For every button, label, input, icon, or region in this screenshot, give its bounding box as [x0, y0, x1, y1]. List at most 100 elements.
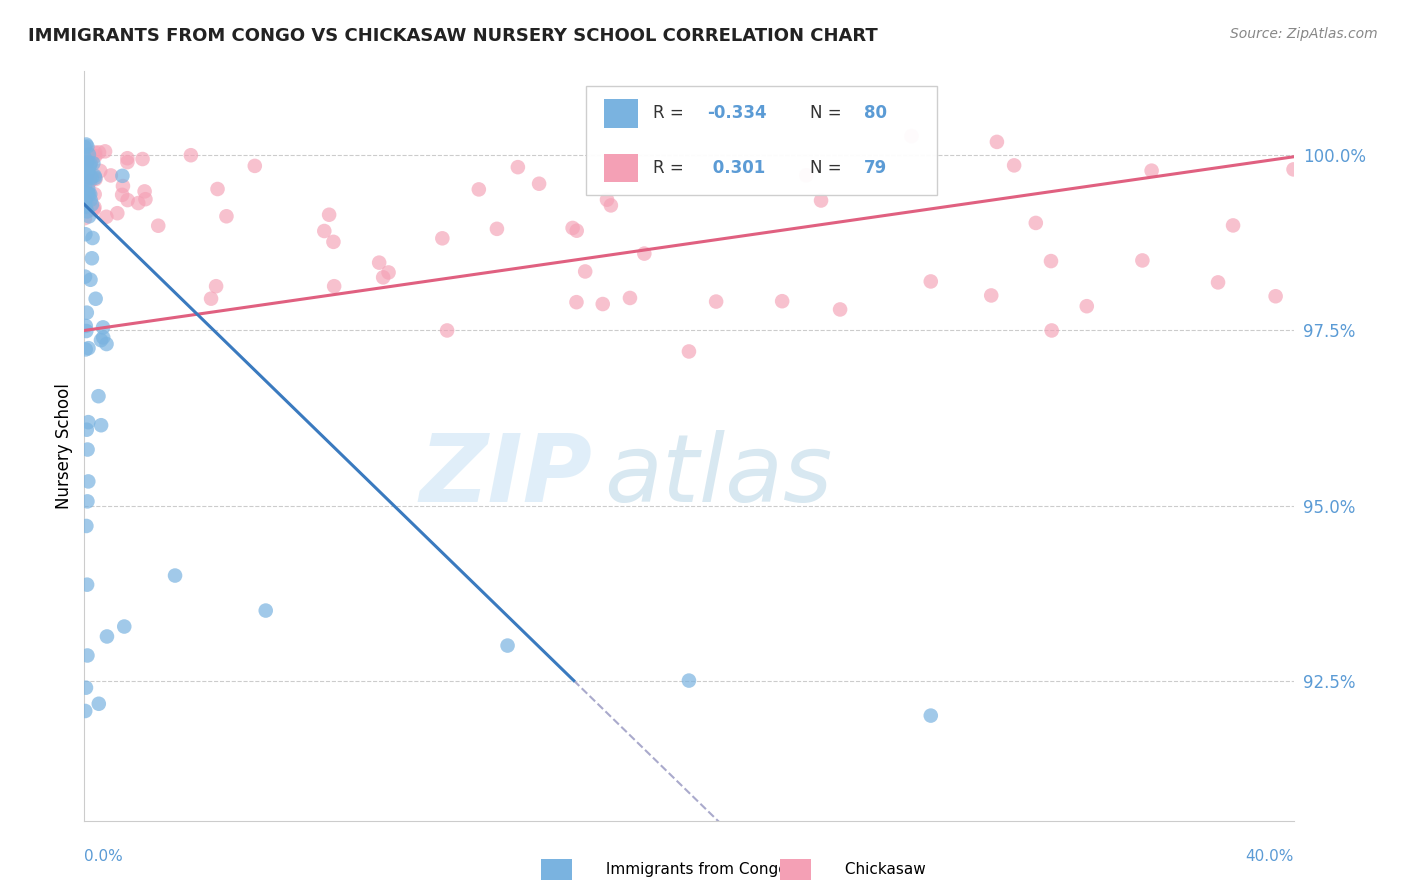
Y-axis label: Nursery School: Nursery School [55, 383, 73, 509]
Point [770, 294, 793, 309]
Point [76, 648, 98, 663]
Point [633, 246, 655, 260]
Bar [605, 99, 638, 128]
Point [77, 341, 100, 355]
Point [76, 577, 98, 591]
Point [77, 187, 100, 202]
Point [96, 337, 118, 351]
Point [77, 415, 100, 429]
Point [920, 275, 942, 289]
Point [432, 231, 454, 245]
Point [84, 172, 107, 186]
Point [111, 187, 134, 202]
Point [79, 157, 101, 171]
Point [90, 333, 112, 347]
Text: Source: ZipAtlas.com: Source: ZipAtlas.com [1230, 27, 1378, 41]
Point [599, 198, 621, 212]
Point [76, 154, 98, 169]
Point [496, 639, 519, 653]
Point [75, 324, 97, 338]
Text: 0.0%: 0.0% [84, 848, 124, 863]
Point [1040, 323, 1063, 337]
Point [83, 202, 105, 217]
Point [678, 344, 700, 359]
Point [80, 154, 103, 169]
Point [75, 343, 97, 357]
Point [94, 145, 117, 159]
Point [84, 149, 107, 163]
Point [318, 208, 340, 222]
Point [80, 252, 103, 266]
Text: Chickasaw: Chickasaw [801, 863, 927, 877]
Point [207, 182, 229, 196]
Point [73, 140, 96, 154]
Point [111, 169, 134, 183]
Point [254, 603, 277, 617]
Point [1140, 163, 1163, 178]
Point [77, 210, 100, 224]
Point [90, 418, 112, 433]
Point [134, 185, 156, 199]
Point [574, 264, 596, 278]
Text: 0.301: 0.301 [707, 159, 765, 177]
Point [117, 155, 139, 169]
Text: R =: R = [652, 159, 689, 177]
Text: -0.334: -0.334 [707, 104, 766, 122]
Point [84, 145, 107, 160]
Point [76, 306, 98, 320]
Point [75, 519, 97, 533]
Point [76, 204, 98, 219]
Point [73, 187, 96, 202]
Bar [605, 153, 638, 182]
Point [73, 269, 96, 284]
Point [80, 197, 103, 211]
Point [565, 224, 588, 238]
Point [91, 320, 114, 334]
Point [592, 297, 614, 311]
Point [75, 681, 97, 695]
Point [77, 153, 100, 167]
Point [561, 221, 583, 235]
Point [75, 199, 97, 213]
Point [87, 697, 110, 711]
Point [83, 187, 105, 202]
Point [920, 708, 942, 723]
Point [91, 330, 114, 344]
Point [100, 169, 122, 183]
Point [79, 173, 101, 187]
Text: 80: 80 [865, 104, 887, 122]
Point [1282, 162, 1305, 177]
Point [373, 270, 395, 285]
Point [704, 294, 727, 309]
Point [75, 318, 97, 333]
Point [134, 192, 156, 206]
Point [79, 273, 101, 287]
Point [75, 704, 97, 718]
Point [117, 151, 139, 165]
Point [77, 182, 100, 196]
Point [79, 158, 101, 172]
Point [96, 210, 118, 224]
Point [77, 475, 100, 489]
Point [79, 193, 101, 207]
Point [200, 292, 222, 306]
Point [76, 194, 98, 209]
Point [127, 196, 149, 211]
Point [131, 152, 153, 166]
Point [1206, 276, 1229, 290]
Point [76, 186, 98, 201]
Point [900, 129, 922, 144]
Text: Immigrants from Congo: Immigrants from Congo [562, 863, 787, 877]
Point [596, 193, 619, 207]
Point [75, 227, 97, 242]
Text: atlas: atlas [605, 431, 832, 522]
Point [810, 194, 832, 208]
Point [80, 170, 103, 185]
Point [1076, 299, 1098, 313]
Text: N =: N = [810, 159, 846, 177]
Point [84, 292, 107, 306]
Point [73, 211, 96, 226]
Point [1025, 216, 1047, 230]
Point [76, 139, 98, 153]
Point [76, 442, 98, 457]
